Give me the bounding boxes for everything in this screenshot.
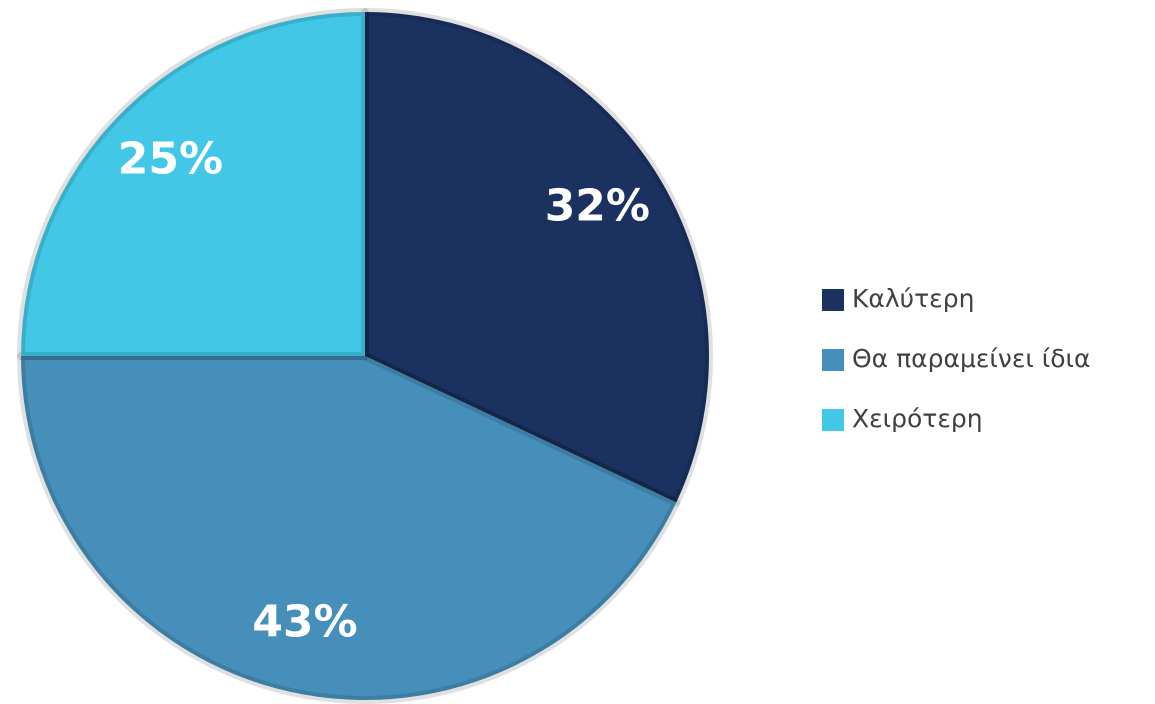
legend-swatch <box>822 409 844 431</box>
data-label: 25% <box>118 133 223 184</box>
legend-swatch <box>822 349 844 371</box>
pie-slice <box>361 8 713 507</box>
legend-label: Καλύτερη <box>852 284 974 313</box>
legend-label: Θα παραμείνει ίδια <box>852 344 1090 373</box>
pie-slice <box>17 352 681 704</box>
data-label: 32% <box>545 181 650 232</box>
legend-label: Χειρότερη <box>852 404 983 433</box>
data-label: 43% <box>252 597 357 648</box>
pie-slice <box>17 8 369 360</box>
legend-swatch <box>822 289 844 311</box>
